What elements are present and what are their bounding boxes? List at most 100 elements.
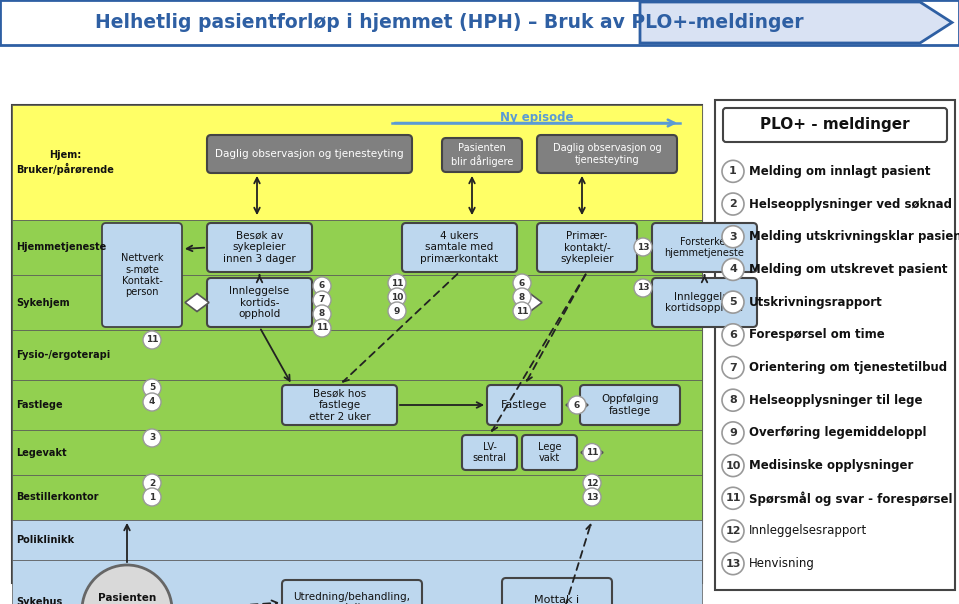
Polygon shape (581, 445, 603, 460)
Text: Forespørsel om time: Forespørsel om time (749, 329, 885, 341)
Text: Fastlege: Fastlege (16, 400, 62, 410)
Circle shape (722, 193, 744, 215)
FancyBboxPatch shape (402, 223, 517, 272)
Text: 11: 11 (146, 335, 158, 344)
Text: Melding om utskrevet pasient: Melding om utskrevet pasient (749, 263, 947, 276)
Circle shape (313, 305, 331, 323)
Polygon shape (566, 397, 588, 413)
Text: Primær-
kontakt/-
sykepleier: Primær- kontakt/- sykepleier (560, 231, 614, 264)
Circle shape (388, 302, 406, 320)
Text: Pasienten
vurderes
utreiseklar: Pasienten vurderes utreiseklar (95, 593, 159, 604)
Text: Lege
vakt: Lege vakt (538, 442, 561, 463)
Text: Melding om innlagt pasient: Melding om innlagt pasient (749, 165, 930, 178)
Text: 12: 12 (586, 478, 598, 487)
Text: 11: 11 (516, 306, 528, 315)
Text: 13: 13 (637, 283, 649, 292)
Text: 6: 6 (519, 278, 526, 288)
Circle shape (583, 443, 601, 461)
Circle shape (513, 302, 531, 320)
FancyBboxPatch shape (652, 278, 757, 327)
Text: 1: 1 (149, 492, 155, 501)
Text: 9: 9 (729, 428, 737, 438)
Text: Melding utskrivningsklar pasient: Melding utskrivningsklar pasient (749, 230, 959, 243)
Circle shape (513, 274, 531, 292)
Text: 3: 3 (149, 434, 155, 443)
Polygon shape (640, 2, 952, 43)
Text: Nettverk
s-møte
Kontakt-
person: Nettverk s-møte Kontakt- person (121, 252, 163, 297)
Text: Ny episode: Ny episode (501, 111, 573, 123)
Circle shape (722, 259, 744, 280)
Bar (12, 560, 702, 604)
Text: 9: 9 (394, 306, 400, 315)
Text: Legevakt: Legevakt (16, 448, 66, 457)
Circle shape (634, 279, 652, 297)
Text: Hjem:
Bruker/pårørende: Hjem: Bruker/pårørende (16, 150, 114, 175)
Text: LV-
sentral: LV- sentral (473, 442, 506, 463)
Text: 5: 5 (149, 384, 155, 393)
FancyBboxPatch shape (207, 135, 412, 173)
Circle shape (313, 277, 331, 295)
Bar (12, 220, 702, 275)
Circle shape (722, 487, 744, 509)
Bar (12, 330, 702, 380)
Bar (12, 275, 702, 330)
Circle shape (583, 488, 601, 506)
Text: Helseopplysninger ved søknad: Helseopplysninger ved søknad (749, 198, 952, 211)
Circle shape (722, 356, 744, 379)
Text: Helseopplysninger til lege: Helseopplysninger til lege (749, 394, 923, 406)
Text: Orientering om tjenestetilbud: Orientering om tjenestetilbud (749, 361, 947, 374)
Text: Medisinske opplysninger: Medisinske opplysninger (749, 459, 913, 472)
Text: 13: 13 (637, 242, 649, 251)
Polygon shape (518, 294, 542, 312)
Bar (12, 520, 702, 560)
Text: 10: 10 (391, 292, 403, 301)
Circle shape (313, 319, 331, 337)
Text: Innleggelsesrapport: Innleggelsesrapport (749, 524, 867, 538)
Text: Hjemmetjeneste: Hjemmetjeneste (16, 242, 106, 252)
Circle shape (722, 520, 744, 542)
Bar (715, 100, 955, 590)
Text: 1: 1 (729, 166, 737, 176)
Circle shape (722, 422, 744, 444)
Text: Fysio-/ergoterapi: Fysio-/ergoterapi (16, 350, 110, 360)
Circle shape (583, 474, 601, 492)
Circle shape (634, 238, 652, 256)
Bar (12, 380, 702, 430)
Text: Besøk hos
fastlege
etter 2 uker: Besøk hos fastlege etter 2 uker (309, 388, 370, 422)
FancyBboxPatch shape (580, 385, 680, 425)
Circle shape (143, 488, 161, 506)
Text: Daglig observasjon og
tjenesteyting: Daglig observasjon og tjenesteyting (552, 143, 662, 165)
Text: 13: 13 (586, 492, 598, 501)
Text: 11: 11 (390, 278, 403, 288)
Text: 6: 6 (729, 330, 737, 340)
Text: 12: 12 (725, 526, 740, 536)
Text: Utredning/behandling,
avdeling: Utredning/behandling, avdeling (293, 592, 410, 604)
FancyBboxPatch shape (207, 278, 312, 327)
Text: Overføring legemiddeloppl: Overføring legemiddeloppl (749, 426, 926, 439)
Text: Sykehjem: Sykehjem (16, 298, 70, 307)
Text: 4: 4 (729, 265, 737, 274)
FancyBboxPatch shape (207, 223, 312, 272)
Text: Oppfølging
fastlege: Oppfølging fastlege (601, 394, 659, 416)
Circle shape (513, 288, 531, 306)
Text: PLO+ - meldinger: PLO+ - meldinger (760, 118, 910, 132)
Text: Forsterket
hjemmetjeneste: Forsterket hjemmetjeneste (665, 237, 744, 259)
Circle shape (722, 226, 744, 248)
Text: Innleggelse
kortidsopphold: Innleggelse kortidsopphold (666, 292, 743, 313)
Text: Besøk av
sykepleier
innen 3 dager: Besøk av sykepleier innen 3 dager (223, 231, 296, 264)
Text: 13: 13 (725, 559, 740, 568)
Text: 11: 11 (316, 324, 328, 332)
Circle shape (722, 389, 744, 411)
Text: 5: 5 (729, 297, 737, 307)
Text: 8: 8 (519, 292, 526, 301)
Text: Spørsmål og svar - forespørsel: Spørsmål og svar - forespørsel (749, 491, 952, 506)
Text: Helhetlig pasientforløp i hjemmet (HPH) – Bruk av PLO+-meldinger: Helhetlig pasientforløp i hjemmet (HPH) … (95, 13, 804, 31)
Text: 3: 3 (729, 232, 737, 242)
Circle shape (143, 393, 161, 411)
Bar (12, 475, 702, 520)
Text: 10: 10 (725, 461, 740, 471)
Bar (12, 105, 702, 583)
Circle shape (143, 331, 161, 349)
Text: 4: 4 (149, 397, 155, 406)
Circle shape (722, 291, 744, 313)
